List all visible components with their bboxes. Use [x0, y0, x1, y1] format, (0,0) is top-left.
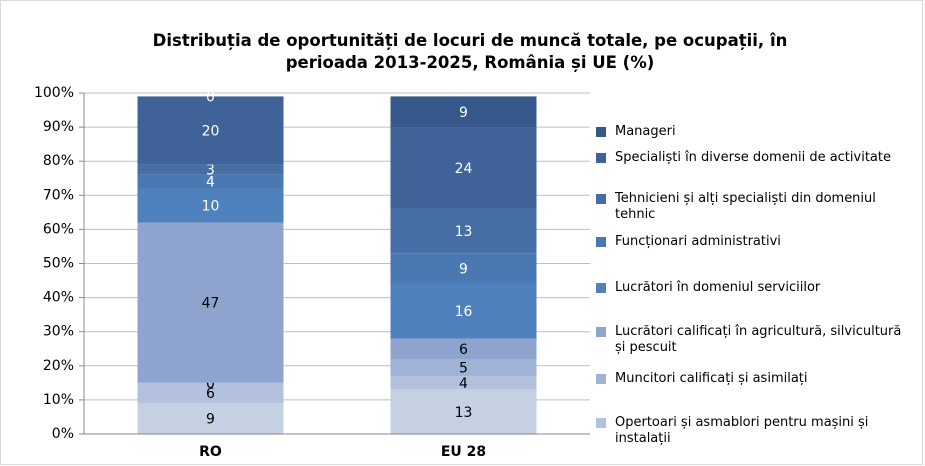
bar-segment [390, 127, 537, 209]
bar-segment [137, 222, 284, 383]
data-label: 20 [202, 124, 220, 140]
data-label: 4 [459, 376, 468, 392]
y-tick-label: 60% [43, 221, 74, 237]
legend-label: Funcționari administrativi [615, 234, 781, 249]
legend-item: Manageri [596, 124, 916, 140]
x-tick-label: EU 28 [441, 444, 486, 460]
bar-segment [137, 96, 284, 165]
legend-item: Lucrători calificați în agricultură, sil… [596, 324, 916, 356]
data-label: 47 [202, 296, 220, 312]
legend-swatch [596, 418, 606, 428]
bar-segment [390, 253, 537, 284]
bar-segment [390, 389, 537, 434]
legend-swatch [596, 374, 606, 384]
y-tick-label: 100% [34, 85, 74, 101]
data-label: 16 [455, 304, 473, 320]
data-label: 3 [206, 163, 215, 179]
bar-segment [137, 382, 284, 404]
legend-swatch [596, 327, 606, 337]
legend-item: Tehnicieni și alți specialiști din domen… [596, 191, 916, 223]
y-tick-label: 70% [43, 187, 74, 203]
x-tick-label: RO [199, 444, 222, 460]
bar-segment [390, 208, 537, 254]
chart-title: Distribuția de oportunități de locuri de… [152, 31, 788, 72]
legend-item: Funcționari administrativi [596, 234, 916, 250]
legend-label: Lucrători în domeniul serviciilor [615, 280, 821, 295]
data-label: 13 [455, 224, 473, 240]
legend-label: Opertoari și asmablori pentru mașini și … [615, 415, 869, 446]
data-label: 0 [206, 376, 215, 392]
bar-segment [390, 96, 537, 128]
data-label: 9 [459, 105, 468, 121]
legend-swatch [596, 237, 606, 247]
y-tick-label: 90% [43, 119, 74, 135]
bar-segment [137, 188, 284, 223]
bar-segment [390, 283, 537, 339]
data-label: 0 [206, 89, 215, 105]
y-tick-label: 20% [43, 358, 74, 374]
legend-label: Specialiști în diverse domenii de activi… [615, 150, 891, 165]
y-tick-label: 10% [43, 392, 74, 408]
data-label: 10 [202, 199, 220, 215]
legend-item: Specialiști în diverse domenii de activi… [596, 150, 916, 166]
bar-segment [137, 174, 284, 189]
data-label: 24 [455, 161, 473, 177]
legend-label: Tehnicieni și alți specialiști din domen… [615, 191, 876, 222]
y-tick-label: 0% [52, 426, 74, 442]
legend-item: Opertoari și asmablori pentru mașini și … [596, 415, 916, 447]
y-tick-label: 30% [43, 324, 74, 340]
legend-label: Lucrători calificați în agricultură, sil… [615, 324, 902, 355]
legend-swatch [596, 127, 606, 137]
legend-label: Manageri [615, 124, 676, 139]
data-label: 4 [206, 175, 215, 191]
data-label: 5 [459, 361, 468, 377]
bar-segment [137, 164, 284, 175]
y-tick-label: 80% [43, 153, 74, 169]
bar-segment [137, 403, 284, 434]
data-label: 6 [206, 386, 215, 402]
legend-label: Muncitori calificați și asimilați [615, 371, 808, 386]
y-tick-label: 50% [43, 256, 74, 272]
legend-swatch [596, 194, 606, 204]
data-label: 13 [455, 405, 473, 421]
bar-segment [390, 338, 537, 359]
legend-item: Muncitori calificați și asimilați [596, 371, 916, 387]
bar-segment [390, 358, 537, 377]
legend-swatch [596, 283, 606, 293]
y-tick-label: 40% [43, 290, 74, 306]
data-label: 6 [459, 342, 468, 358]
bar-segment [390, 376, 537, 390]
data-label: 9 [206, 412, 215, 428]
data-label: 9 [459, 262, 468, 278]
legend-swatch [596, 153, 606, 163]
legend-item: Lucrători în domeniul serviciilor [596, 280, 916, 296]
